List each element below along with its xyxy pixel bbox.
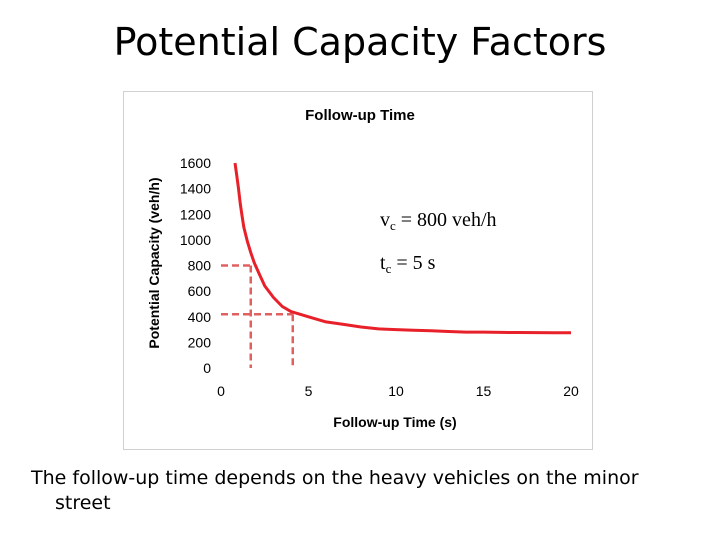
- y-tick-label: 400: [188, 309, 212, 325]
- y-tick-label: 1200: [180, 206, 211, 222]
- follow-up-time-chart: Follow-up Time Potential Capacity (veh/h…: [146, 107, 579, 430]
- chart-frame: Follow-up Time Potential Capacity (veh/h…: [123, 91, 593, 450]
- slide-caption: The follow-up time depends on the heavy …: [31, 467, 639, 514]
- x-tick-label: 10: [388, 383, 404, 399]
- x-tick-label: 20: [563, 383, 579, 399]
- chart-title: Follow-up Time: [305, 107, 415, 124]
- y-tick-label: 200: [188, 334, 212, 350]
- x-tick-label: 5: [305, 383, 313, 399]
- capacity-curve: [233, 162, 571, 335]
- x-axis-title: Follow-up Time (s): [333, 414, 456, 430]
- x-tick-label: 15: [476, 383, 492, 399]
- y-tick-label: 0: [203, 360, 211, 376]
- y-axis-title: Potential Capacity (veh/h): [146, 177, 162, 348]
- y-tick-label: 1400: [180, 181, 211, 197]
- y-tick-label: 1600: [180, 155, 211, 171]
- x-tick-label: 0: [217, 383, 225, 399]
- slide-title: Potential Capacity Factors: [113, 20, 607, 64]
- tc-annotation: tc = 5 s: [380, 252, 436, 276]
- vc-annotation: vc = 800 veh/h: [380, 209, 497, 233]
- y-tick-label: 1000: [180, 232, 211, 248]
- y-tick-label: 800: [188, 258, 212, 274]
- y-tick-label: 600: [188, 283, 212, 299]
